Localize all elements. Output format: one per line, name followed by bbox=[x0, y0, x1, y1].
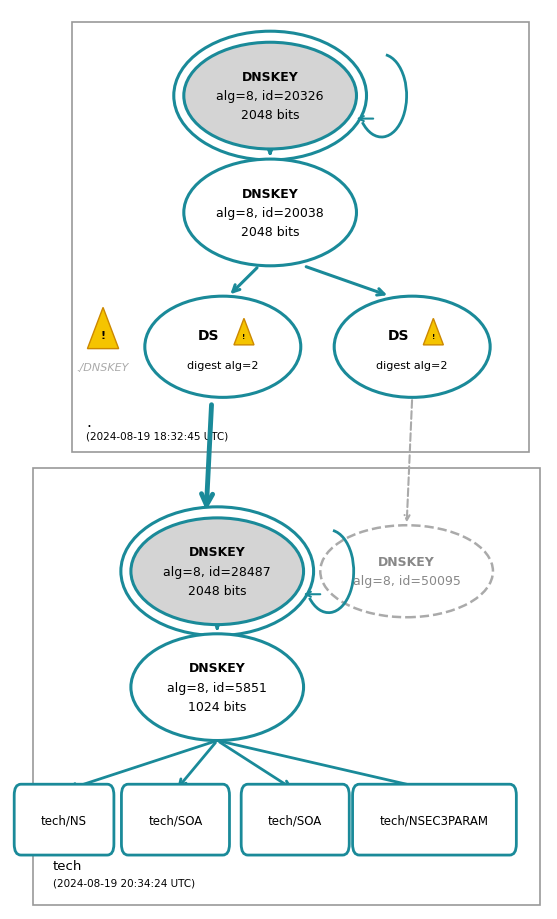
Text: (2024-08-19 20:34:24 UTC): (2024-08-19 20:34:24 UTC) bbox=[53, 878, 195, 887]
Text: tech/SOA: tech/SOA bbox=[148, 813, 203, 826]
Ellipse shape bbox=[184, 43, 356, 150]
Ellipse shape bbox=[131, 634, 304, 741]
Text: digest alg=2: digest alg=2 bbox=[377, 361, 448, 370]
Text: DNSKEY: DNSKEY bbox=[189, 546, 246, 559]
Polygon shape bbox=[234, 319, 254, 346]
FancyBboxPatch shape bbox=[353, 784, 516, 855]
Text: !: ! bbox=[242, 334, 246, 340]
Text: 2048 bits: 2048 bits bbox=[241, 226, 300, 239]
Text: digest alg=2: digest alg=2 bbox=[187, 361, 258, 370]
Text: alg=8, id=28487: alg=8, id=28487 bbox=[163, 565, 271, 578]
Polygon shape bbox=[423, 319, 443, 346]
Text: !: ! bbox=[432, 334, 435, 340]
Text: tech/SOA: tech/SOA bbox=[268, 813, 323, 826]
FancyBboxPatch shape bbox=[33, 469, 540, 905]
Text: alg=8, id=20038: alg=8, id=20038 bbox=[216, 207, 324, 220]
Text: DS: DS bbox=[388, 328, 409, 343]
Text: (2024-08-19 18:32:45 UTC): (2024-08-19 18:32:45 UTC) bbox=[86, 432, 228, 441]
Text: 2048 bits: 2048 bits bbox=[241, 109, 300, 122]
Text: 2048 bits: 2048 bits bbox=[188, 584, 247, 597]
FancyBboxPatch shape bbox=[14, 784, 114, 855]
Ellipse shape bbox=[145, 297, 301, 398]
Text: tech: tech bbox=[53, 859, 82, 872]
Text: DNSKEY: DNSKEY bbox=[378, 555, 435, 569]
Text: DNSKEY: DNSKEY bbox=[242, 71, 299, 84]
Text: alg=8, id=5851: alg=8, id=5851 bbox=[167, 681, 267, 694]
FancyBboxPatch shape bbox=[121, 784, 229, 855]
Ellipse shape bbox=[334, 297, 490, 398]
Text: alg=8, id=20326: alg=8, id=20326 bbox=[217, 90, 324, 103]
Text: tech/NS: tech/NS bbox=[41, 813, 87, 826]
Text: DS: DS bbox=[198, 328, 219, 343]
Polygon shape bbox=[87, 308, 119, 349]
Text: alg=8, id=50095: alg=8, id=50095 bbox=[353, 574, 461, 588]
Text: tech/NSEC3PARAM: tech/NSEC3PARAM bbox=[380, 813, 489, 826]
Text: DNSKEY: DNSKEY bbox=[242, 187, 299, 200]
Text: .: . bbox=[86, 414, 91, 429]
Ellipse shape bbox=[320, 526, 493, 618]
Ellipse shape bbox=[184, 160, 356, 267]
Text: 1024 bits: 1024 bits bbox=[188, 700, 246, 713]
Ellipse shape bbox=[131, 518, 304, 625]
FancyBboxPatch shape bbox=[241, 784, 349, 855]
FancyBboxPatch shape bbox=[72, 23, 529, 452]
Text: !: ! bbox=[101, 331, 105, 341]
Text: ./DNSKEY: ./DNSKEY bbox=[77, 363, 129, 372]
Text: DNSKEY: DNSKEY bbox=[189, 662, 246, 675]
